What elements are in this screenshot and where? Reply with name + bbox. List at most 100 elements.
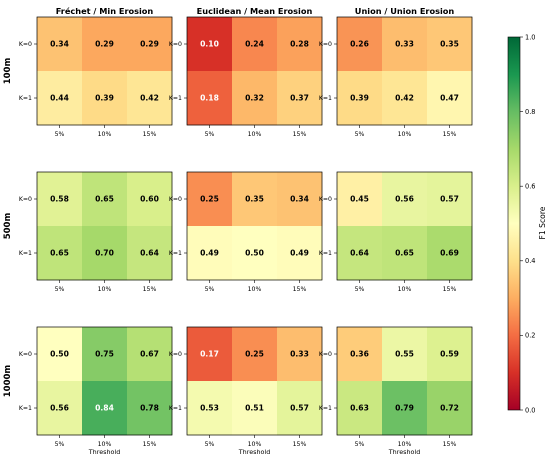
cell-value-label: 0.29 bbox=[95, 40, 114, 49]
y-tick-label: K=0 bbox=[19, 196, 32, 203]
cell-value-label: 0.55 bbox=[395, 350, 414, 359]
heatmap-cell bbox=[37, 172, 83, 227]
heatmap-panel: 0.36 0.55 0.59 0.63 0.79 0.72 K=0 K=1 5% 10% 15% Th… bbox=[319, 326, 473, 456]
heatmap-panel: 0.10 0.24 0.28 0.18 0.32 0.37 K=0 K=1 5% 10% 15% bbox=[169, 16, 323, 138]
cell-value-label: 0.25 bbox=[245, 350, 264, 359]
cell-value-label: 0.33 bbox=[290, 350, 309, 359]
x-tick-label: 15% bbox=[443, 286, 457, 293]
cell-value-label: 0.37 bbox=[290, 94, 309, 103]
heatmap-cell bbox=[82, 17, 128, 72]
heatmap-cell bbox=[127, 172, 173, 227]
cell-value-label: 0.50 bbox=[245, 249, 264, 258]
heatmap-cell bbox=[382, 172, 428, 227]
cell-value-label: 0.84 bbox=[95, 404, 114, 413]
x-tick-label: 5% bbox=[55, 131, 65, 138]
y-tick-label: K=0 bbox=[19, 351, 32, 358]
cell-value-label: 0.65 bbox=[95, 195, 114, 204]
cell-value-label: 0.28 bbox=[290, 40, 309, 49]
cell-value-label: 0.24 bbox=[245, 40, 264, 49]
heatmap-cell bbox=[37, 71, 83, 126]
x-tick-label: 5% bbox=[355, 441, 365, 448]
heatmap-cell bbox=[337, 17, 383, 72]
y-tick-label: K=0 bbox=[319, 41, 332, 48]
x-tick-label: 10% bbox=[248, 286, 262, 293]
cell-value-label: 0.51 bbox=[245, 404, 264, 413]
heatmap-cell bbox=[37, 327, 83, 382]
heatmap-cell bbox=[382, 381, 428, 436]
y-tick-label: K=1 bbox=[19, 405, 32, 412]
heatmap-cell bbox=[427, 172, 473, 227]
heatmap-cell bbox=[127, 226, 173, 281]
x-tick-label: 5% bbox=[205, 441, 215, 448]
x-tick-label: 10% bbox=[248, 131, 262, 138]
cell-value-label: 0.17 bbox=[200, 350, 219, 359]
heatmap-cell bbox=[232, 381, 278, 436]
x-tick-label: 10% bbox=[98, 286, 112, 293]
heatmap-cell bbox=[82, 381, 128, 436]
colorbar-tick-label: 0.8 bbox=[525, 108, 536, 116]
x-tick-label: 15% bbox=[293, 286, 307, 293]
colorbar-tick-label: 0.6 bbox=[525, 183, 536, 191]
cell-value-label: 0.49 bbox=[200, 249, 219, 258]
x-tick-label: 5% bbox=[55, 286, 65, 293]
heatmap-cell bbox=[127, 17, 173, 72]
panels-layer: Fréchet / Min Erosion Euclidean / Mean Er… bbox=[3, 6, 473, 456]
cell-value-label: 0.45 bbox=[350, 195, 369, 204]
heatmap-cell bbox=[82, 226, 128, 281]
cell-value-label: 0.57 bbox=[440, 195, 459, 204]
heatmap-cell bbox=[37, 226, 83, 281]
cell-value-label: 0.29 bbox=[140, 40, 159, 49]
x-tick-label: 10% bbox=[248, 441, 262, 448]
y-tick-label: K=1 bbox=[169, 250, 182, 257]
cell-value-label: 0.75 bbox=[95, 350, 114, 359]
heatmap-panel: 0.26 0.33 0.35 0.39 0.42 0.47 K=0 K=1 5% 10% 15% bbox=[319, 16, 473, 138]
colorbar-gradient bbox=[507, 36, 521, 411]
x-tick-label: 15% bbox=[443, 441, 457, 448]
heatmap-cell bbox=[337, 381, 383, 436]
cell-value-label: 0.44 bbox=[50, 94, 69, 103]
cell-value-label: 0.64 bbox=[140, 249, 159, 258]
cell-value-label: 0.49 bbox=[290, 249, 309, 258]
cell-value-label: 0.60 bbox=[140, 195, 159, 204]
heatmap-cell bbox=[82, 327, 128, 382]
cell-value-label: 0.42 bbox=[140, 94, 159, 103]
y-tick-label: K=0 bbox=[319, 196, 332, 203]
heatmap-cell bbox=[187, 17, 233, 72]
heatmap-cell bbox=[37, 381, 83, 436]
heatmap-cell bbox=[337, 226, 383, 281]
colorbar-label: F1 Score bbox=[538, 206, 547, 239]
heatmap-cell bbox=[427, 381, 473, 436]
heatmap-cell bbox=[232, 226, 278, 281]
cell-value-label: 0.39 bbox=[350, 94, 369, 103]
row-title: 100m bbox=[3, 58, 13, 85]
cell-value-label: 0.56 bbox=[395, 195, 414, 204]
y-tick-label: K=1 bbox=[169, 405, 182, 412]
x-tick-label: 15% bbox=[143, 441, 157, 448]
y-tick-label: K=1 bbox=[319, 405, 332, 412]
heatmap-cell bbox=[232, 327, 278, 382]
heatmap-cell bbox=[82, 172, 128, 227]
colorbar-ticks: 0.0 0.2 0.4 0.6 0.8 1.0 bbox=[520, 33, 536, 414]
cell-value-label: 0.35 bbox=[245, 195, 264, 204]
heatmap-cell bbox=[382, 226, 428, 281]
y-tick-label: K=1 bbox=[319, 250, 332, 257]
cell-value-label: 0.39 bbox=[95, 94, 114, 103]
heatmap-panel: 0.58 0.65 0.60 0.65 0.70 0.64 K=0 K=1 5% 10% 15% bbox=[19, 171, 173, 293]
cell-value-label: 0.63 bbox=[350, 404, 369, 413]
heatmap-cell bbox=[277, 327, 323, 382]
x-tick-label: 5% bbox=[205, 286, 215, 293]
heatmap-cell bbox=[427, 71, 473, 126]
heatmap-cell bbox=[337, 327, 383, 382]
column-title: Euclidean / Mean Erosion bbox=[197, 6, 313, 16]
cell-value-label: 0.64 bbox=[350, 249, 369, 258]
cell-value-label: 0.10 bbox=[200, 40, 219, 49]
cell-value-label: 0.65 bbox=[50, 249, 69, 258]
heatmap-cell bbox=[277, 71, 323, 126]
heatmap-panel: 0.45 0.56 0.57 0.64 0.65 0.69 K=0 K=1 5% 10% 15% bbox=[319, 171, 473, 293]
cell-value-label: 0.79 bbox=[395, 404, 414, 413]
heatmap-cell bbox=[277, 226, 323, 281]
heatmap-panel: 0.25 0.35 0.34 0.49 0.50 0.49 K=0 K=1 5% 10% 15% bbox=[169, 171, 323, 293]
heatmap-cell bbox=[277, 172, 323, 227]
x-tick-label: 15% bbox=[143, 286, 157, 293]
y-tick-label: K=1 bbox=[319, 95, 332, 102]
